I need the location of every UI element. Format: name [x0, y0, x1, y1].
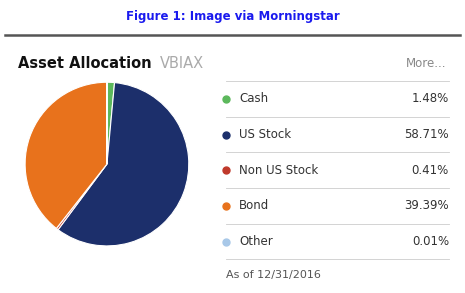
- Text: 39.39%: 39.39%: [405, 200, 449, 212]
- Text: Figure 1: Image via Morningstar: Figure 1: Image via Morningstar: [126, 10, 339, 23]
- Text: 0.41%: 0.41%: [412, 164, 449, 177]
- Text: 0.01%: 0.01%: [412, 235, 449, 248]
- Text: US Stock: US Stock: [239, 128, 292, 141]
- Wedge shape: [25, 82, 107, 229]
- Text: Other: Other: [239, 235, 273, 248]
- Text: Asset Allocation: Asset Allocation: [18, 56, 152, 71]
- Text: As of 12/31/2016: As of 12/31/2016: [226, 270, 320, 280]
- Wedge shape: [107, 82, 114, 164]
- Text: 58.71%: 58.71%: [405, 128, 449, 141]
- Text: More...: More...: [406, 57, 447, 70]
- Wedge shape: [56, 164, 107, 230]
- Wedge shape: [58, 83, 189, 246]
- Text: Non US Stock: Non US Stock: [239, 164, 319, 177]
- Text: 1.48%: 1.48%: [412, 92, 449, 105]
- Text: Bond: Bond: [239, 200, 270, 212]
- Text: VBIAX: VBIAX: [159, 56, 204, 71]
- Text: Cash: Cash: [239, 92, 268, 105]
